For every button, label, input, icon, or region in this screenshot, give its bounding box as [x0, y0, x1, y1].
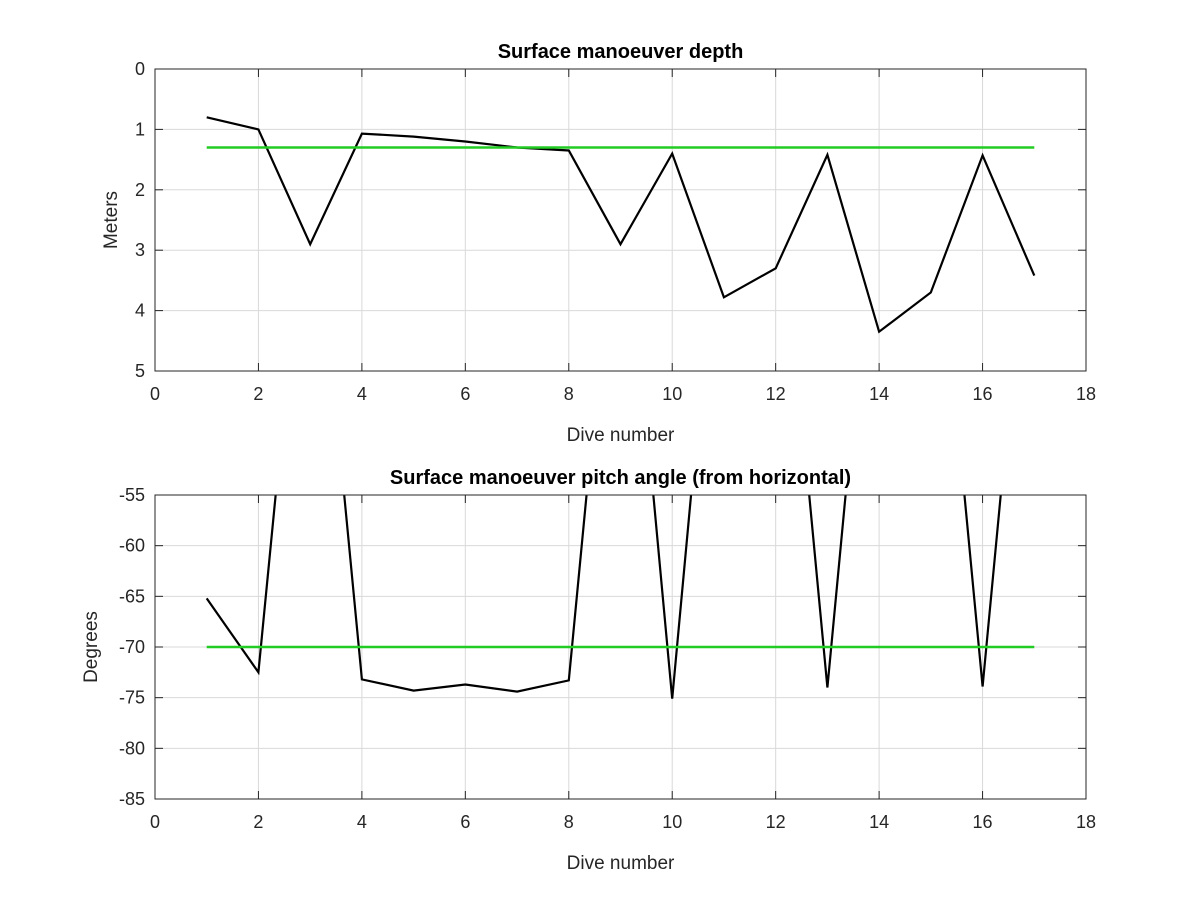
depth-plot-border	[154, 68, 1087, 372]
depth-x-tick-label: 4	[357, 384, 367, 404]
pitch-x-tick-label: 0	[150, 812, 160, 832]
depth-y-tick-label: 3	[135, 240, 145, 260]
depth-x-axis-label: Dive number	[567, 425, 675, 446]
pitch-y-tick-label: -55	[119, 485, 145, 505]
depth-series-line	[206, 116, 1036, 334]
pitch-series-line	[205, 495, 1002, 699]
pitch-x-tick-label: 14	[869, 812, 889, 832]
depth-y-tick-label: 0	[135, 59, 145, 79]
pitch-x-tick-label: 18	[1076, 812, 1096, 832]
pitch-x-tick-label: 4	[357, 812, 367, 832]
pitch-y-axis-label: Degrees	[81, 611, 102, 683]
depth-y-axis-label: Meters	[101, 191, 122, 249]
pitch-y-tick-label: -80	[119, 738, 145, 758]
depth-x-tick-label: 6	[460, 384, 470, 404]
depth-x-tick-label: 10	[662, 384, 682, 404]
depth-series-group	[206, 116, 1036, 334]
pitch-x-tick-label: 6	[460, 812, 470, 832]
depth-y-tick-label: 1	[135, 119, 145, 139]
pitch-x-tick-label: 2	[253, 812, 263, 832]
pitch-x-tick-label: 10	[662, 812, 682, 832]
pitch-x-tick-label: 16	[973, 812, 993, 832]
depth-y-tick-label: 2	[135, 180, 145, 200]
depth-plot-area	[154, 68, 1087, 372]
depth-x-tick-label: 2	[253, 384, 263, 404]
depth-y-tick-label: 5	[135, 361, 145, 381]
pitch-y-tick-label: -75	[119, 688, 145, 708]
pitch-series-group	[205, 495, 1035, 699]
pitch-x-tick-label: 12	[766, 812, 786, 832]
depth-x-tick-label: 14	[869, 384, 889, 404]
pitch-axis-ticks: 0 2 4 6 8 10 12 14 16 18 -55 -60 -65 -70 -75 -80 -85	[119, 485, 1096, 832]
pitch-subplot: 0 2 4 6 8 10 12 14 16 18 -55 -60 -65 -70 -75 -80 -85 Sur…	[81, 467, 1096, 874]
pitch-x-tick-label: 8	[564, 812, 574, 832]
pitch-y-tick-label: -65	[119, 586, 145, 606]
depth-x-tick-label: 12	[766, 384, 786, 404]
depth-x-tick-label: 0	[150, 384, 160, 404]
depth-x-tick-label: 8	[564, 384, 574, 404]
depth-y-tick-label: 4	[135, 301, 145, 321]
depth-x-tick-label: 18	[1076, 384, 1096, 404]
depth-chart-title: Surface manoeuver depth	[498, 41, 744, 63]
pitch-x-axis-label: Dive number	[567, 853, 675, 874]
pitch-y-tick-label: -70	[119, 637, 145, 657]
depth-x-tick-label: 16	[973, 384, 993, 404]
pitch-y-tick-label: -85	[119, 789, 145, 809]
pitch-chart-title: Surface manoeuver pitch angle (from hori…	[390, 467, 851, 489]
pitch-y-tick-label: -60	[119, 536, 145, 556]
